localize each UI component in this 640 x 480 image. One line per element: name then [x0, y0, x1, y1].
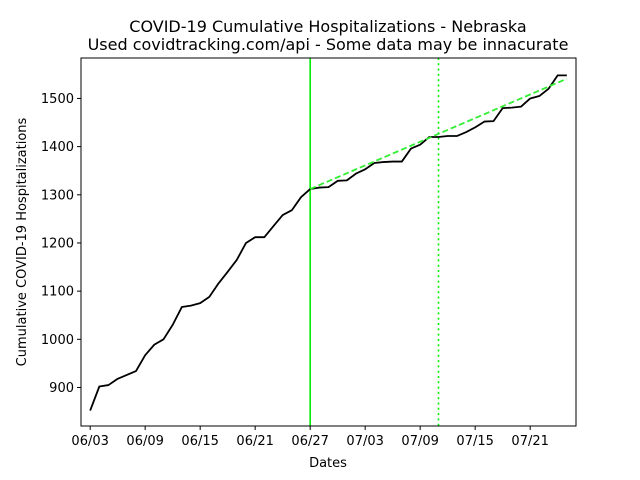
- trend-line: [309, 77, 568, 190]
- plot-area: [81, 58, 576, 426]
- x-axis: 06/03 06/09 06/15 06/21 06/27 07/03 07/09 07/15…: [71, 426, 549, 449]
- y-tick-label: 1200: [41, 236, 74, 251]
- chart-subtitle: Used covidtracking.com/api - Some data m…: [88, 35, 569, 54]
- x-tick-label: 06/09: [126, 434, 163, 449]
- y-tick-label: 1500: [41, 92, 74, 107]
- series-lines: [89, 74, 568, 411]
- y-tick-label: 1300: [41, 188, 74, 203]
- hospitalizations-line: [89, 74, 567, 411]
- x-tick-label: 07/09: [401, 434, 438, 449]
- y-axis-label: Cumulative COVID-19 Hospitalizations: [15, 117, 30, 366]
- plot-frame: [80, 57, 577, 427]
- y-axis: 900 1000 1100 1200 1300 1400 1500: [41, 92, 81, 396]
- x-tick-label: 07/21: [511, 434, 548, 449]
- x-tick-label: 06/03: [71, 434, 108, 449]
- x-tick-label: 06/15: [181, 434, 218, 449]
- x-tick-label: 07/03: [346, 434, 383, 449]
- x-tick-label: 06/27: [291, 434, 328, 449]
- x-tick-label: 07/15: [456, 434, 493, 449]
- reference-lines: [309, 58, 440, 426]
- y-tick-label: 1100: [41, 285, 74, 300]
- y-tick-label: 1000: [41, 333, 74, 348]
- y-tick-label: 1400: [41, 140, 74, 155]
- x-axis-label: Dates: [309, 456, 347, 471]
- x-tick-label: 06/21: [236, 434, 273, 449]
- y-tick-label: 900: [49, 381, 74, 396]
- chart-title: COVID-19 Cumulative Hospitalizations - N…: [129, 17, 526, 36]
